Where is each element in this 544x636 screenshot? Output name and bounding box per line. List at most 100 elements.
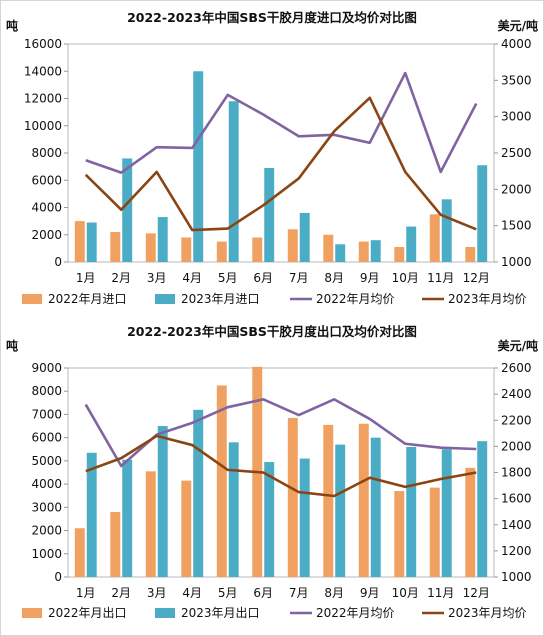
price-line-2 xyxy=(85,71,478,174)
left-axis-unit: 吨 xyxy=(6,18,18,33)
left-tick-label: 6000 xyxy=(31,431,62,445)
bar-2023 xyxy=(335,444,346,577)
right-tick-label: 1800 xyxy=(501,466,532,480)
right-tick-label: 2000 xyxy=(501,182,532,196)
left-tick-label: 1000 xyxy=(31,547,62,561)
bar-2023 xyxy=(122,158,133,262)
x-tick-label: 2月 xyxy=(111,586,131,600)
bar-2022 xyxy=(358,241,369,262)
x-tick-label: 1月 xyxy=(76,586,96,600)
x-tick-label: 4月 xyxy=(182,586,202,600)
x-tick-label: 9月 xyxy=(360,586,380,600)
right-axis-unit: 美元/吨 xyxy=(498,338,538,353)
x-tick-label: 12月 xyxy=(463,586,490,600)
left-tick-label: 12000 xyxy=(24,92,62,106)
bar-2023 xyxy=(441,449,452,577)
left-tick-label: 8000 xyxy=(31,384,62,398)
bar-2022 xyxy=(429,214,440,262)
right-tick-label: 1200 xyxy=(501,544,532,558)
x-tick-label: 5月 xyxy=(218,586,238,600)
x-tick-label: 9月 xyxy=(360,271,380,285)
bar-2023 xyxy=(477,165,488,262)
bar-2023 xyxy=(299,458,310,577)
x-tick-label: 8月 xyxy=(324,586,344,600)
bar-2022 xyxy=(145,233,156,262)
right-tick-label: 3500 xyxy=(501,73,532,87)
legend-swatch xyxy=(22,608,42,618)
bar-2023 xyxy=(299,212,310,262)
right-tick-label: 2600 xyxy=(501,361,532,375)
right-tick-label: 2400 xyxy=(501,387,532,401)
bar-2023 xyxy=(370,240,381,262)
x-tick-label: 4月 xyxy=(182,271,202,285)
right-tick-label: 1600 xyxy=(501,492,532,506)
bar-2022 xyxy=(216,385,227,577)
legend-label: 2022年月均价 xyxy=(316,292,395,306)
x-tick-label: 2月 xyxy=(111,271,131,285)
price-line-3 xyxy=(85,434,477,498)
bar-2022 xyxy=(323,424,334,577)
bar-2022 xyxy=(216,241,227,262)
bar-2022 xyxy=(110,232,121,262)
bar-2022 xyxy=(358,423,369,577)
bar-2023 xyxy=(441,199,452,262)
left-tick-label: 8000 xyxy=(31,146,62,160)
x-tick-label: 10月 xyxy=(392,586,419,600)
x-tick-label: 10月 xyxy=(392,271,419,285)
x-tick-label: 11月 xyxy=(427,271,454,285)
bar-2023 xyxy=(86,452,97,577)
bar-2023 xyxy=(406,226,417,262)
right-tick-label: 2200 xyxy=(501,413,532,427)
bar-2022 xyxy=(74,221,85,262)
bar-2022 xyxy=(145,471,156,577)
legend-label: 2023年月出口 xyxy=(181,606,260,620)
bar-2023 xyxy=(122,459,133,577)
left-tick-label: 3000 xyxy=(31,500,62,514)
x-tick-label: 3月 xyxy=(147,271,167,285)
left-tick-label: 14000 xyxy=(24,64,62,78)
bar-2023 xyxy=(157,426,168,577)
right-tick-label: 2500 xyxy=(501,146,532,160)
left-tick-label: 0 xyxy=(54,255,62,269)
left-tick-label: 16000 xyxy=(24,37,62,51)
bar-2022 xyxy=(74,528,85,577)
left-tick-label: 7000 xyxy=(31,407,62,421)
left-tick-label: 6000 xyxy=(31,173,62,187)
bar-2022 xyxy=(287,417,298,577)
right-tick-label: 4000 xyxy=(501,37,532,51)
bar-2022 xyxy=(323,234,334,262)
bar-2023 xyxy=(477,441,488,577)
bar-2023 xyxy=(335,244,346,262)
left-tick-label: 2000 xyxy=(31,524,62,538)
x-tick-label: 7月 xyxy=(289,271,309,285)
bar-2022 xyxy=(465,247,476,262)
import-chart: 2022-2023年中国SBS干胶月度进口及均价对比图 吨 美元/吨 0 2000… xyxy=(6,10,538,306)
bar-2023 xyxy=(406,446,417,577)
x-tick-label: 12月 xyxy=(463,271,490,285)
bar-2022 xyxy=(252,237,263,262)
left-tick-label: 0 xyxy=(54,570,62,584)
left-tick-label: 4000 xyxy=(31,477,62,491)
left-tick-label: 4000 xyxy=(31,201,62,215)
price-line-3 xyxy=(84,96,477,232)
right-tick-label: 1000 xyxy=(501,255,532,269)
right-tick-label: 2000 xyxy=(501,439,532,453)
bar-2023 xyxy=(193,409,204,577)
legend-swatch xyxy=(22,294,42,304)
x-tick-label: 3月 xyxy=(147,586,167,600)
legend-label: 2022年月均价 xyxy=(316,606,395,620)
bar-2023 xyxy=(193,71,204,262)
left-axis-unit: 吨 xyxy=(6,338,18,353)
right-axis-unit: 美元/吨 xyxy=(498,18,538,33)
bar-2023 xyxy=(370,437,381,577)
legend-label: 2023年月均价 xyxy=(448,606,527,620)
left-tick-label: 2000 xyxy=(31,228,62,242)
bar-2022 xyxy=(181,480,192,577)
bar-2023 xyxy=(157,217,168,262)
x-tick-label: 7月 xyxy=(289,586,309,600)
bar-2022 xyxy=(429,487,440,577)
bar-2023 xyxy=(264,167,275,262)
bar-2023 xyxy=(86,222,97,262)
x-tick-label: 6月 xyxy=(253,586,273,600)
bar-2022 xyxy=(287,229,298,262)
